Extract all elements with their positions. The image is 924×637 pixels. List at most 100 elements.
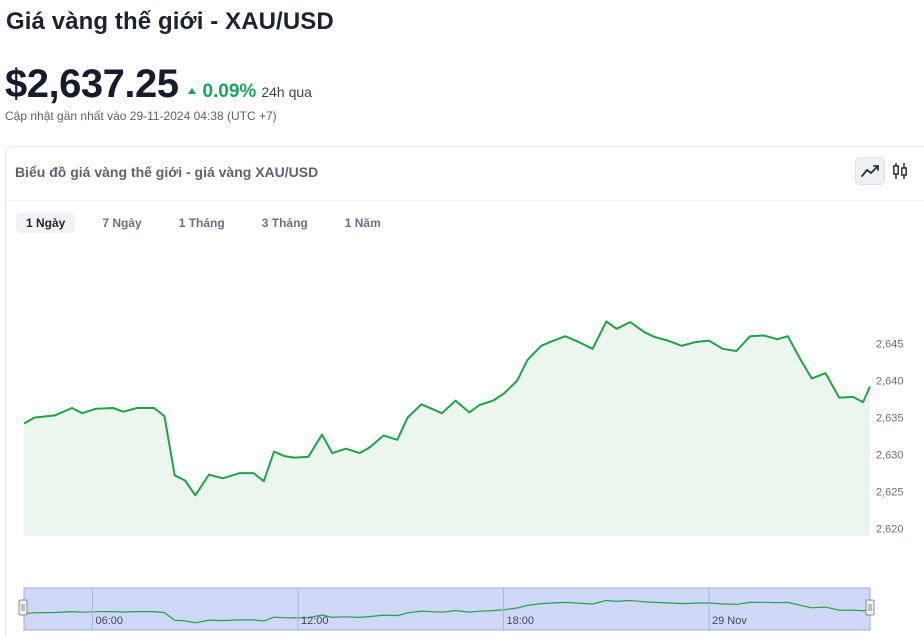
page-title: Giá vàng thế giới - XAU/USD xyxy=(6,8,334,35)
data-point xyxy=(491,399,495,403)
data-point xyxy=(22,422,26,426)
data-point xyxy=(70,406,74,410)
data-point xyxy=(162,414,166,418)
data-point xyxy=(272,450,276,454)
y-tick-label: 2,640 xyxy=(876,376,904,388)
data-point xyxy=(368,445,372,449)
data-point xyxy=(478,403,482,407)
navigator-handle-right[interactable] xyxy=(865,599,875,616)
data-point xyxy=(800,359,804,363)
data-point xyxy=(502,392,506,396)
data-point xyxy=(851,395,855,399)
last-updated: Cập nhật gần nhất vào 29-11-2024 04:38 (… xyxy=(5,109,277,123)
navigator-handle-left[interactable] xyxy=(18,599,28,616)
triangle-up-icon xyxy=(188,88,197,94)
tab-7-days[interactable]: 7 Ngày xyxy=(102,216,142,230)
data-point xyxy=(293,456,297,460)
data-point xyxy=(642,330,646,334)
data-point xyxy=(419,402,423,406)
navigator-line xyxy=(23,599,871,624)
data-point xyxy=(344,447,348,451)
data-point xyxy=(577,340,581,344)
data-point xyxy=(121,410,125,414)
data-point xyxy=(193,493,197,497)
navigator-tick-label: 12:00 xyxy=(301,615,329,627)
range-navigator[interactable]: 06:00 12:00 18:00 29 Nov xyxy=(18,587,875,631)
data-point xyxy=(824,371,828,375)
data-point xyxy=(262,479,266,483)
candlestick-chart-button[interactable] xyxy=(885,157,915,185)
data-point xyxy=(94,407,98,411)
data-point xyxy=(707,339,711,343)
data-point xyxy=(207,473,211,477)
data-point xyxy=(152,406,156,410)
data-point xyxy=(837,396,841,400)
tab-1-year[interactable]: 1 Năm xyxy=(344,216,381,230)
price-summary: $2,637.25 0.09% 24h qua xyxy=(5,62,312,107)
data-point xyxy=(550,339,554,343)
price-change: 0.09% 24h qua xyxy=(188,81,312,103)
data-point xyxy=(358,451,362,455)
data-point xyxy=(252,471,256,475)
data-point xyxy=(430,407,434,411)
data-point xyxy=(282,454,286,458)
data-point xyxy=(221,476,225,480)
navigator-tick-label: 29 Nov xyxy=(712,615,747,627)
data-point xyxy=(330,451,334,455)
data-point xyxy=(80,411,84,415)
change-percent: 0.09% xyxy=(202,81,257,102)
candlestick-icon xyxy=(893,163,907,179)
data-point xyxy=(628,320,632,324)
data-point xyxy=(53,413,57,417)
data-point xyxy=(539,344,543,348)
data-point xyxy=(563,334,567,338)
data-point xyxy=(183,479,187,483)
y-tick-label: 2,630 xyxy=(876,450,904,462)
data-point xyxy=(467,410,471,414)
tab-1-month[interactable]: 1 Tháng xyxy=(178,216,225,230)
data-point xyxy=(734,349,738,353)
chart-card-title: Biểu đồ giá vàng thế giới - giá vàng XAU… xyxy=(15,164,319,180)
y-tick-label: 2,645 xyxy=(876,339,904,351)
price-line xyxy=(23,320,871,497)
data-point xyxy=(320,433,324,437)
navigator-tick-label: 18:00 xyxy=(507,615,535,627)
tab-1-day[interactable]: 1 Ngày xyxy=(16,213,76,233)
change-period: 24h qua xyxy=(261,84,312,100)
data-point xyxy=(440,411,444,415)
data-point xyxy=(680,344,684,348)
data-point xyxy=(868,385,872,389)
chart-type-toggle xyxy=(855,157,915,185)
y-tick-label: 2,625 xyxy=(876,487,904,499)
data-point xyxy=(395,438,399,442)
navigator-tick-label: 06:00 xyxy=(96,615,124,627)
data-point xyxy=(786,334,790,338)
data-point xyxy=(652,335,656,339)
current-price: $2,637.25 xyxy=(5,62,179,106)
data-point xyxy=(454,399,458,403)
y-tick-label: 2,620 xyxy=(876,524,904,536)
data-point xyxy=(238,471,242,475)
navigator-ticks: 06:00 12:00 18:00 29 Nov xyxy=(92,588,747,630)
navigator-selection[interactable] xyxy=(23,587,871,631)
data-point xyxy=(604,319,608,323)
tab-3-months[interactable]: 3 Tháng xyxy=(261,216,308,230)
data-point xyxy=(666,339,670,343)
data-point xyxy=(135,406,139,410)
data-point xyxy=(382,433,386,437)
data-point xyxy=(810,376,814,380)
data-point xyxy=(693,340,697,344)
line-chart-icon xyxy=(861,165,879,177)
data-point xyxy=(762,334,766,338)
data-point xyxy=(515,379,519,383)
data-point xyxy=(32,416,36,420)
data-point xyxy=(748,334,752,338)
y-tick-label: 2,635 xyxy=(876,413,904,425)
y-axis: 2,620 2,625 2,630 2,635 2,640 2,645 xyxy=(876,339,904,536)
time-range-tabs: 1 Ngày 7 Ngày 1 Tháng 3 Tháng 1 Năm xyxy=(16,213,408,233)
data-point xyxy=(721,347,725,351)
data-point xyxy=(173,473,177,477)
chart-card-header: Biểu đồ giá vàng thế giới - giá vàng XAU… xyxy=(6,147,924,201)
line-chart-button[interactable] xyxy=(855,157,885,185)
